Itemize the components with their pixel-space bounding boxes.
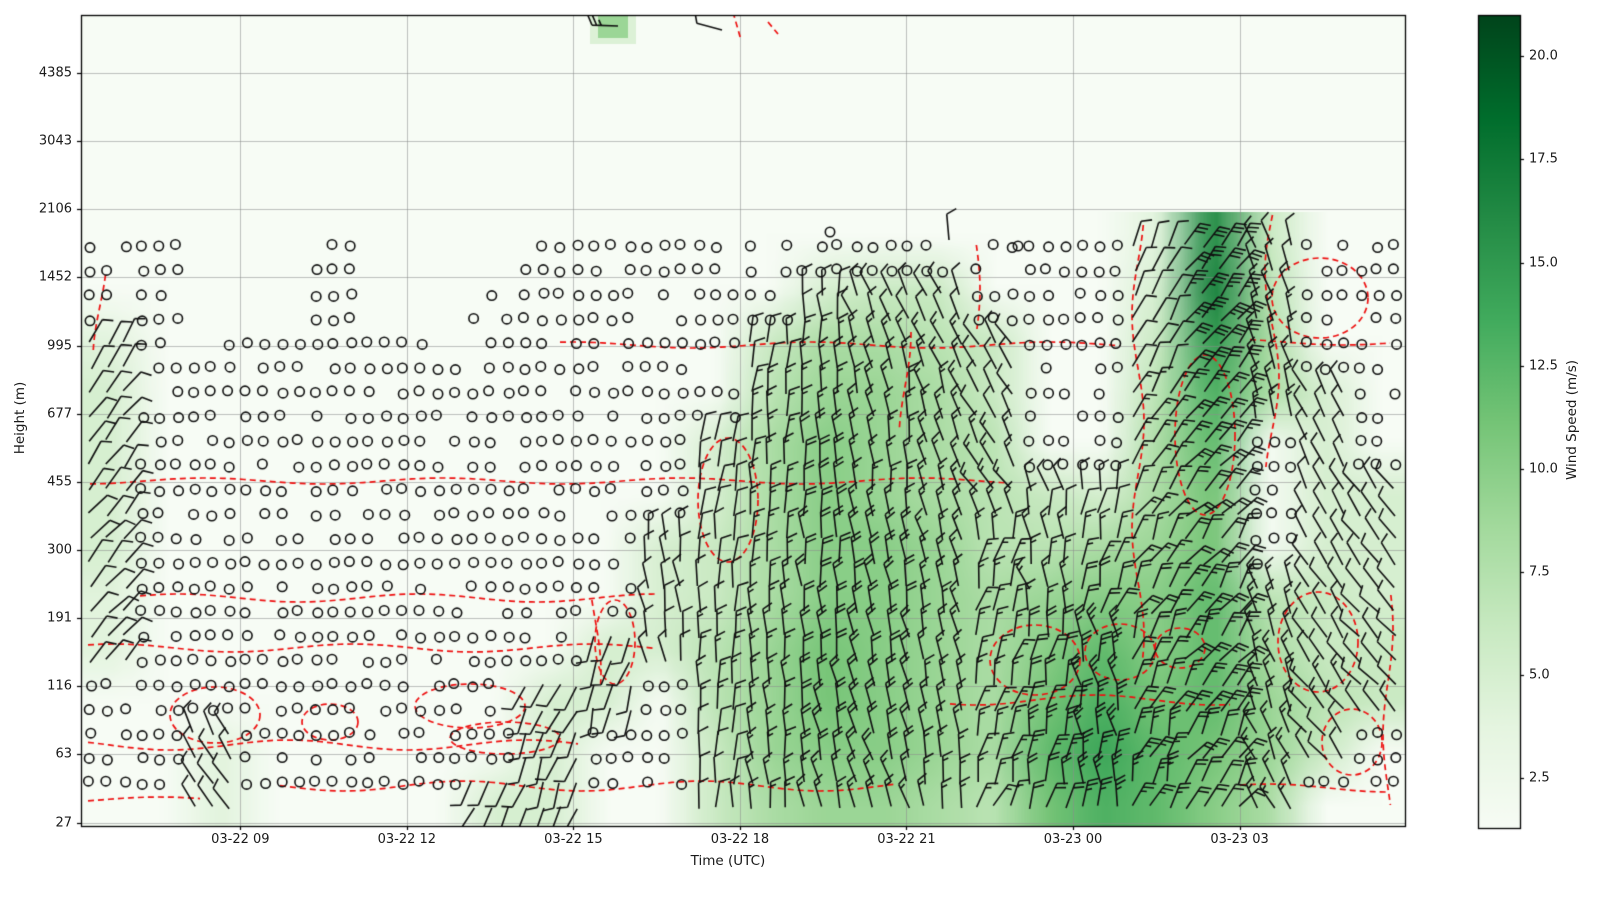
colorbar-tick-label: 7.5 [1529,564,1550,580]
x-tick-label: 03-22 12 [377,832,437,847]
colorbar-tick-label: 10.0 [1529,461,1558,477]
y-tick-label: 677 [47,406,72,422]
y-tick-label: 27 [55,815,72,830]
y-tick-label: 455 [47,474,72,490]
x-tick-label: 03-22 21 [877,832,936,847]
y-tick-label: 191 [47,610,72,626]
colorbar-tick-label: 17.5 [1529,151,1558,167]
colorbar-tick-label: 20.0 [1529,48,1558,64]
x-axis-label: Time (UTC) [690,853,766,869]
colorbar-tick-label: 2.5 [1529,770,1550,786]
colorbar-tick-label: 5.0 [1529,667,1550,683]
y-tick-label: 300 [47,542,72,558]
y-tick-label: 4385 [38,65,72,81]
x-tick-label: 03-22 09 [211,832,270,847]
colorbar-tick-label: 15.0 [1529,255,1558,271]
colorbar-tick-label: 12.5 [1529,358,1558,374]
y-tick-label: 2106 [38,201,72,217]
x-tick-label: 03-22 18 [710,832,770,847]
x-tick-label: 03-22 15 [544,832,603,847]
y-tick-label: 3043 [38,133,72,149]
y-tick-label: 63 [55,746,72,762]
x-tick-label: 03-23 03 [1210,832,1269,847]
y-tick-label: 116 [47,678,72,694]
y-tick-label: 1452 [38,269,72,285]
x-tick-label: 03-23 00 [1043,832,1103,847]
y-tick-label: 995 [47,338,72,354]
